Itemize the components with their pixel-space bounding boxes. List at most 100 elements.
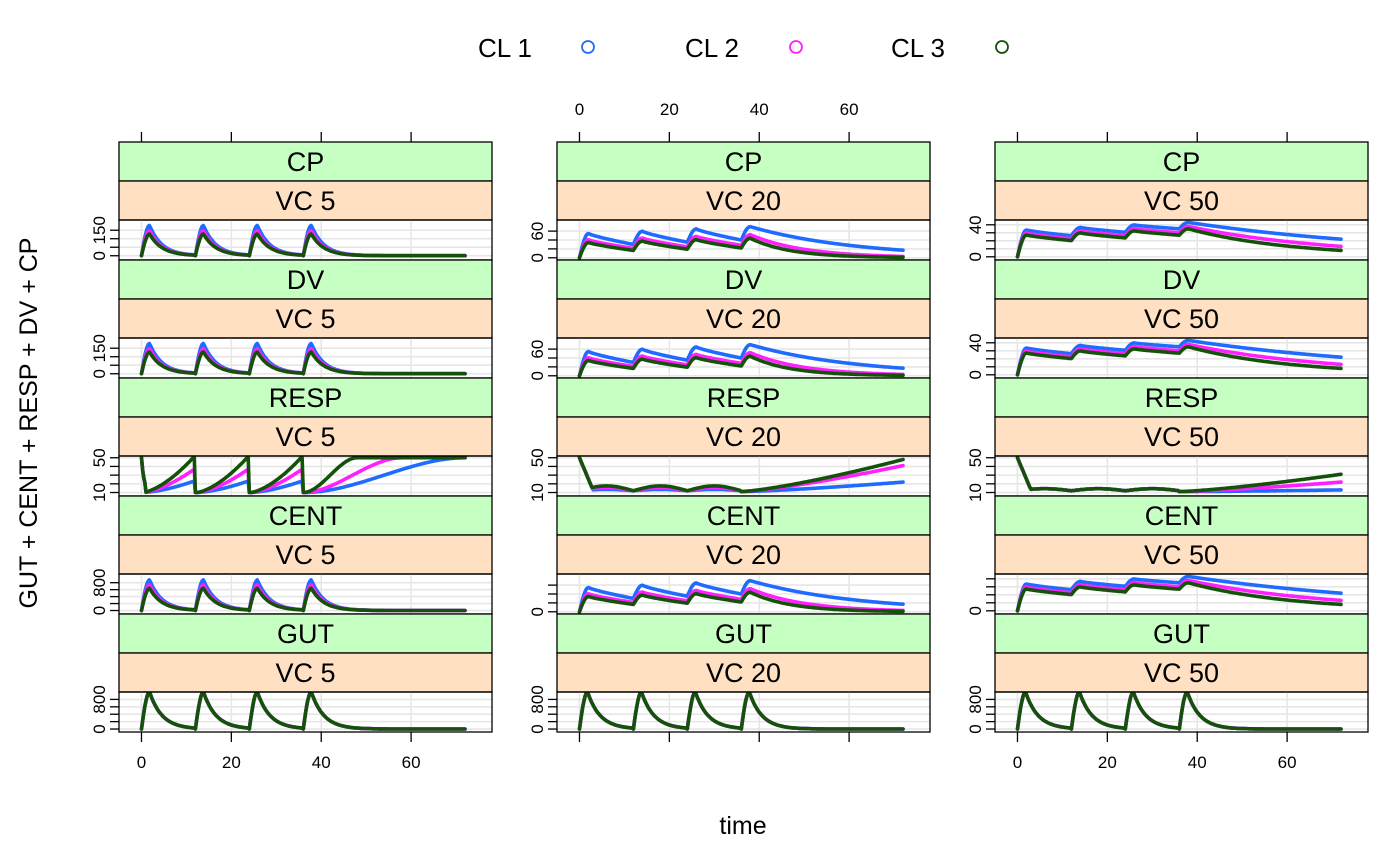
- strip-vc: [994, 298, 1369, 339]
- strip-vc-label: VC 50: [1144, 658, 1219, 688]
- x-tick-label-top: 40: [750, 100, 769, 119]
- strip-variable: [556, 613, 931, 654]
- panel-cp-1: CP VC 5: [118, 141, 493, 261]
- strip-variable-label: CENT: [1145, 501, 1219, 531]
- strip-variable: [556, 495, 931, 536]
- strip-vc: [994, 652, 1369, 693]
- legend-label: CL 1: [478, 33, 532, 63]
- x-tick-label-top: 0: [575, 100, 584, 119]
- series-line-cl-3: [139, 586, 467, 613]
- legend-label: CL 3: [891, 33, 945, 63]
- x-tick-label-bottom: 0: [137, 753, 146, 772]
- strip-variable: [118, 495, 493, 536]
- y-tick-label: 0: [966, 252, 985, 261]
- y-tick-label: 800: [966, 685, 985, 713]
- panel-gut-2: GUT VC 20: [556, 613, 931, 733]
- y-tick-label: 10: [528, 483, 547, 502]
- strip-vc-label: VC 5: [275, 304, 335, 334]
- series-line-cl-3: [139, 692, 467, 731]
- strip-vc-label: VC 50: [1144, 540, 1219, 570]
- strip-variable: [994, 613, 1369, 654]
- strip-variable: [118, 377, 493, 418]
- y-axis-title: GUT + CENT + RESP + DV + CP: [15, 238, 43, 609]
- series-line-cl-3: [139, 232, 467, 258]
- series-line-cl-3: [577, 692, 905, 731]
- panel-cp-3: CP VC 50: [994, 141, 1369, 261]
- panel-dv-3: DV VC 50: [994, 259, 1369, 379]
- strip-variable-label: RESP: [707, 383, 781, 413]
- panel-resp-2: RESP VC 20: [556, 377, 931, 497]
- panel-frame: [118, 691, 493, 733]
- strip-variable: [556, 141, 931, 182]
- legend-marker: [789, 40, 803, 54]
- y-tick-label: 0: [966, 370, 985, 379]
- strip-variable-label: GUT: [715, 619, 772, 649]
- y-tick-label: 800: [90, 569, 109, 597]
- strip-vc: [556, 298, 931, 339]
- strip-variable-label: GUT: [1153, 619, 1210, 649]
- legend-marker: [995, 40, 1009, 54]
- series-line-cl-3: [1015, 456, 1343, 494]
- y-tick-label: 800: [90, 685, 109, 713]
- axis-ticks: 0 150 0 60 0 40 0 150 0 60 0 40 10 50 10 50 10 50 0 800 0 0 0 8…: [90, 100, 1297, 772]
- strip-variable: [994, 259, 1369, 300]
- strip-variable-label: CENT: [707, 501, 781, 531]
- x-tick-label-bottom: 60: [1278, 753, 1297, 772]
- legend: CL 1 CL 2 CL 3: [478, 33, 1009, 63]
- y-tick-label: 0: [90, 606, 109, 615]
- series-line-cl-3: [139, 456, 467, 495]
- y-tick-label: 0: [90, 369, 109, 378]
- strip-vc-label: VC 20: [706, 658, 781, 688]
- x-tick-label-bottom: 20: [222, 753, 241, 772]
- strip-variable: [994, 495, 1369, 536]
- series-line-cl-3: [577, 236, 905, 260]
- series-line-cl-3: [577, 456, 905, 494]
- strip-variable-label: RESP: [269, 383, 343, 413]
- y-tick-label: 0: [528, 607, 547, 616]
- strip-vc: [556, 416, 931, 457]
- strip-vc-label: VC 20: [706, 186, 781, 216]
- series-line-cl-3: [577, 590, 905, 614]
- strip-variable: [118, 259, 493, 300]
- y-tick-label: 0: [528, 253, 547, 262]
- strip-vc: [994, 416, 1369, 457]
- y-tick-label: 10: [966, 483, 985, 502]
- strip-variable: [118, 613, 493, 654]
- strip-vc: [118, 298, 493, 339]
- y-tick-label: 50: [90, 448, 109, 467]
- y-tick-label: 40: [966, 333, 985, 352]
- strip-variable-label: RESP: [1145, 383, 1219, 413]
- series-line-cl-3: [1015, 692, 1343, 731]
- y-tick-label: 40: [966, 215, 985, 234]
- strip-vc: [556, 652, 931, 693]
- y-tick-label: 0: [966, 724, 985, 733]
- panel-gut-1: GUT VC 5: [118, 613, 493, 733]
- strip-vc-label: VC 20: [706, 540, 781, 570]
- strip-vc: [994, 180, 1369, 221]
- panel-cp-2: CP VC 20: [556, 141, 931, 261]
- legend-label: CL 2: [685, 33, 739, 63]
- strip-vc: [118, 534, 493, 575]
- series-line-cl-3: [139, 350, 467, 376]
- panel-dv-2: DV VC 20: [556, 259, 931, 379]
- x-tick-label-bottom: 0: [1013, 753, 1022, 772]
- strip-vc: [118, 416, 493, 457]
- series-line-cl-3: [1015, 227, 1343, 259]
- panel-resp-1: RESP VC 5: [118, 377, 493, 497]
- panel-frame: [556, 691, 931, 733]
- series-line-cl-1: [577, 224, 905, 260]
- strip-vc-label: VC 5: [275, 540, 335, 570]
- y-tick-label: 0: [528, 371, 547, 380]
- y-tick-label: 800: [528, 685, 547, 713]
- series-line-cl-3: [1015, 344, 1343, 377]
- y-tick-label: 0: [90, 724, 109, 733]
- panel-dv-1: DV VC 5: [118, 259, 493, 379]
- strip-variable: [118, 141, 493, 182]
- strip-variable-label: DV: [725, 265, 763, 295]
- panel-cent-2: CENT VC 20: [556, 495, 931, 615]
- x-tick-label-bottom: 60: [402, 753, 421, 772]
- strip-variable-label: CP: [1163, 147, 1201, 177]
- strip-vc: [118, 180, 493, 221]
